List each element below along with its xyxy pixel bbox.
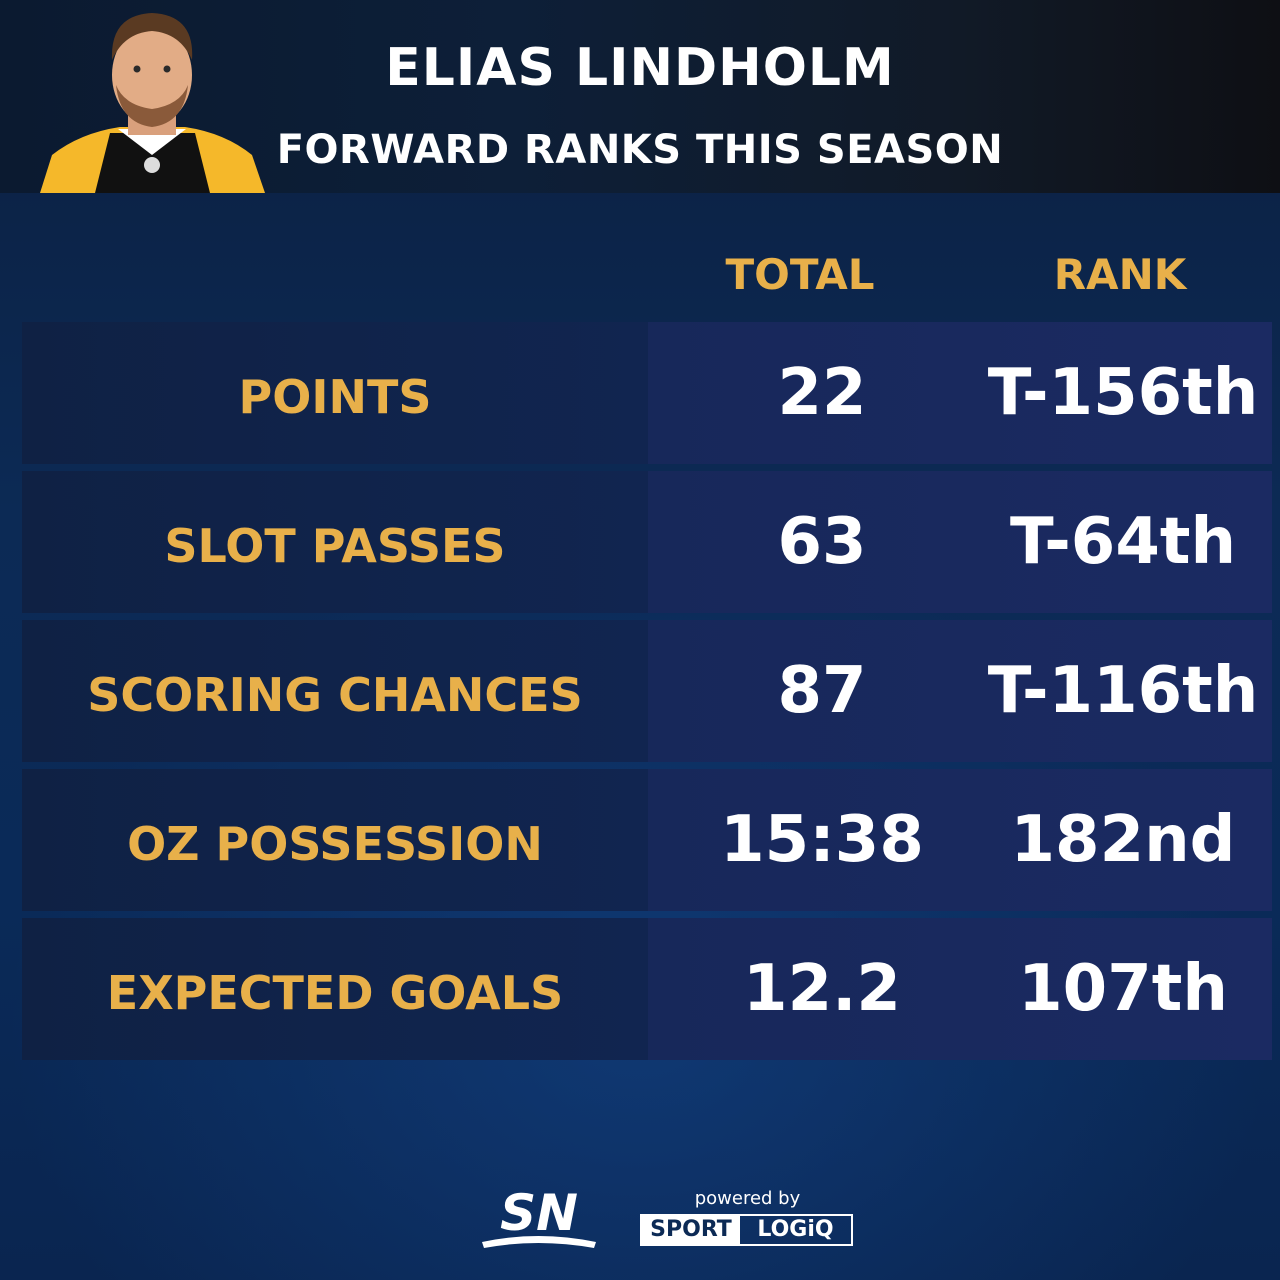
page-subtitle: FORWARD RANKS THIS SEASON [276,127,1004,173]
sportlogiq-logo: SPORT LOGiQ [640,1214,853,1246]
row-total: 15:38 [720,803,924,877]
row-label: OZ POSSESSION [127,817,543,871]
row-label: SCORING CHANCES [87,668,583,722]
row-total: 87 [777,654,867,728]
sportlogiq-logiq: LOGiQ [757,1217,834,1242]
row-rank: T-64th [1009,505,1237,579]
header-banner: ELIAS LINDHOLM FORWARD RANKS THIS SEASON [0,0,1280,193]
column-header-total: TOTAL [725,250,875,299]
player-headshot [40,13,265,193]
row-rank: T-116th [987,654,1259,728]
column-header-rank: RANK [1053,250,1187,299]
table-row-slot-passes: SLOT PASSES 63 T-64th [22,471,1272,613]
row-total: 63 [777,505,867,579]
stats-table: POINTS 22 T-156th SLOT PASSES 63 T-64th … [22,322,1272,1067]
row-rank: T-156th [987,356,1259,430]
row-label: POINTS [238,370,432,424]
row-label-cell: SCORING CHANCES [22,620,648,762]
row-data-cell: 63 T-64th [648,471,1272,613]
table-row-scoring-chances: SCORING CHANCES 87 T-116th [22,620,1272,762]
table-row-expected-goals: EXPECTED GOALS 12.2 107th [22,918,1272,1060]
player-name: ELIAS LINDHOLM [385,38,895,98]
row-label-cell: SLOT PASSES [22,471,648,613]
powered-by-text: powered by [694,1188,801,1209]
table-row-oz-possession: OZ POSSESSION 15:38 182nd [22,769,1272,911]
row-data-cell: 15:38 182nd [648,769,1272,911]
table-row-points: POINTS 22 T-156th [22,322,1272,464]
sportlogiq-sport: SPORT [642,1216,740,1244]
row-rank: 107th [1018,952,1228,1026]
row-label-cell: POINTS [22,322,648,464]
sn-logo-text: SN [500,1186,578,1242]
sportsnet-logo: SN [482,1186,596,1248]
row-total: 12.2 [743,952,901,1026]
row-data-cell: 22 T-156th [648,322,1272,464]
row-label: EXPECTED GOALS [106,966,564,1020]
row-total: 22 [777,356,867,430]
row-data-cell: 12.2 107th [648,918,1272,1060]
row-label: SLOT PASSES [164,519,506,573]
row-data-cell: 87 T-116th [648,620,1272,762]
row-label-cell: OZ POSSESSION [22,769,648,911]
row-rank: 182nd [1010,803,1236,877]
row-label-cell: EXPECTED GOALS [22,918,648,1060]
